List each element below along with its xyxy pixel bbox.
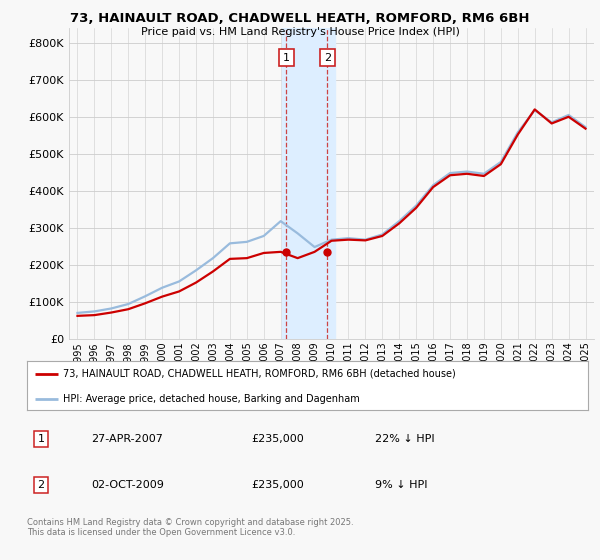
Text: 73, HAINAULT ROAD, CHADWELL HEATH, ROMFORD, RM6 6BH (detached house): 73, HAINAULT ROAD, CHADWELL HEATH, ROMFO… (64, 369, 456, 379)
Text: 27-APR-2007: 27-APR-2007 (92, 434, 163, 444)
Text: Contains HM Land Registry data © Crown copyright and database right 2025.
This d: Contains HM Land Registry data © Crown c… (27, 518, 353, 538)
Text: 2: 2 (37, 480, 44, 490)
Text: 1: 1 (283, 53, 290, 63)
Text: 9% ↓ HPI: 9% ↓ HPI (375, 480, 427, 490)
Bar (281, 28, 335, 339)
Text: 02-OCT-2009: 02-OCT-2009 (92, 480, 164, 490)
Text: 73, HAINAULT ROAD, CHADWELL HEATH, ROMFORD, RM6 6BH: 73, HAINAULT ROAD, CHADWELL HEATH, ROMFO… (70, 12, 530, 25)
Text: £235,000: £235,000 (251, 480, 304, 490)
Text: HPI: Average price, detached house, Barking and Dagenham: HPI: Average price, detached house, Bark… (64, 394, 360, 404)
Text: Price paid vs. HM Land Registry's House Price Index (HPI): Price paid vs. HM Land Registry's House … (140, 27, 460, 38)
Text: £235,000: £235,000 (251, 434, 304, 444)
Text: 22% ↓ HPI: 22% ↓ HPI (375, 434, 434, 444)
Text: 1: 1 (38, 434, 44, 444)
Text: 2: 2 (324, 53, 331, 63)
